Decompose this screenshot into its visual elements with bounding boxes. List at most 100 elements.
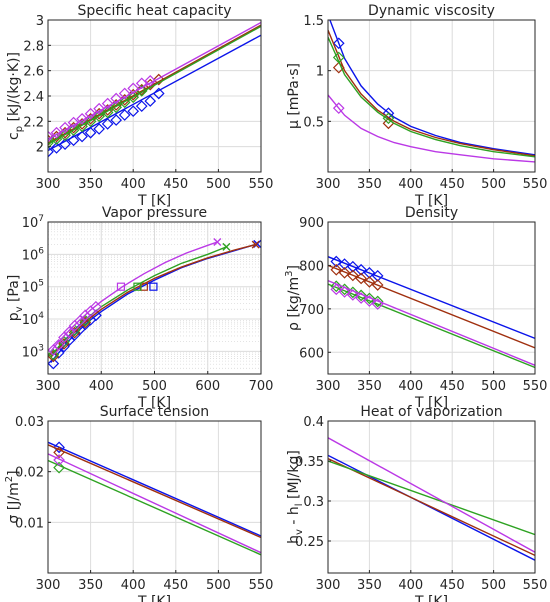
series-line-green xyxy=(48,25,261,145)
critical-point-marker xyxy=(213,238,222,247)
y-tick-label: 2.2 xyxy=(23,115,44,130)
plot-area xyxy=(328,20,535,172)
data-point-diamond xyxy=(355,292,367,304)
data-point-diamond xyxy=(48,130,54,143)
chart-panel-3: 300 400 500 600 700 103 104 105 106 107 Vapor pres… xyxy=(6,205,273,411)
data-point-diamond xyxy=(355,289,367,302)
y-tick-label: 0.4 xyxy=(303,415,324,430)
data-point-diamond xyxy=(84,107,97,120)
data-point-diamond xyxy=(118,96,131,109)
series-blue xyxy=(328,255,535,340)
data-point-diamond xyxy=(76,130,88,143)
x-tick-label: 500 xyxy=(206,578,231,593)
y-tick-label: 0.5 xyxy=(303,115,324,130)
x-axis-label: T [K] xyxy=(137,594,171,602)
data-point-diamond xyxy=(135,100,148,112)
x-tick-label: 300 xyxy=(36,177,61,192)
data-point-diamond xyxy=(110,92,123,105)
y-tick-label: 0.25 xyxy=(295,535,324,550)
series-purple xyxy=(48,238,222,356)
data-point-diamond xyxy=(346,269,359,282)
y-axis-label: cp [kJ/(kg·K)] xyxy=(6,52,25,140)
data-point-diamond xyxy=(346,286,359,299)
data-point-square xyxy=(133,282,142,291)
series-purple xyxy=(328,94,535,163)
data-point-diamond xyxy=(48,137,54,149)
x-tick-label: 450 xyxy=(440,379,465,394)
data-point-diamond xyxy=(332,51,345,64)
series-line-red xyxy=(328,29,535,157)
critical-point-marker xyxy=(222,242,231,251)
x-tick-label: 700 xyxy=(249,379,274,394)
series-line-red xyxy=(48,444,261,539)
data-point-diamond xyxy=(152,87,165,100)
x-tick-label: 350 xyxy=(78,177,103,192)
data-point-diamond xyxy=(338,258,351,270)
data-point-diamond xyxy=(48,348,60,361)
data-point-diamond xyxy=(330,255,343,268)
data-point-diamond xyxy=(135,77,148,90)
series-red xyxy=(328,457,535,557)
chart-panel-6: 300 350 400 450 500 550 0.25 0.3 0.35 0.4 Heat of … xyxy=(286,404,547,602)
x-tick-label: 500 xyxy=(206,177,231,192)
data-point-diamond xyxy=(330,283,343,296)
data-point-square xyxy=(116,282,126,291)
data-point-diamond xyxy=(48,357,60,370)
data-point-diamond xyxy=(144,95,157,107)
data-point-diamond xyxy=(101,106,114,119)
data-point-diamond xyxy=(332,61,345,74)
data-point-diamond xyxy=(118,109,131,121)
y-axis-label: μ [mPa·s] xyxy=(286,63,302,129)
series-green xyxy=(328,460,535,536)
data-point-diamond xyxy=(371,270,384,282)
data-point-diamond xyxy=(93,123,105,135)
y-axis-label: hv - hl [MJ/kg] xyxy=(286,450,305,544)
x-tick-label: 450 xyxy=(440,578,465,593)
data-point-diamond xyxy=(144,74,157,87)
chart-title: Density xyxy=(405,205,458,221)
data-point-diamond xyxy=(127,82,140,95)
y-tick-label: 600 xyxy=(299,346,324,361)
chart-panel-5: 300 350 400 450 500 550 0.01 0.02 0.03 Surface te… xyxy=(4,404,273,602)
data-point-diamond xyxy=(84,126,97,139)
data-point-diamond xyxy=(371,298,384,310)
data-point-diamond xyxy=(338,266,351,279)
data-point-diamond xyxy=(93,102,105,115)
data-point-diamond xyxy=(48,145,54,158)
series-line-green xyxy=(328,460,535,536)
x-tick-label: 350 xyxy=(78,578,103,593)
x-tick-label: 500 xyxy=(481,177,506,192)
series-line-blue xyxy=(48,441,261,537)
y-axis-label: σ [J/m2] xyxy=(4,470,22,523)
x-tick-label: 300 xyxy=(36,578,61,593)
series-line-purple xyxy=(328,94,535,163)
data-point-diamond xyxy=(363,295,376,307)
series-blue xyxy=(48,34,261,158)
data-point-diamond xyxy=(152,73,165,86)
data-point-diamond xyxy=(52,338,65,351)
chart-title: Heat of vaporization xyxy=(360,404,502,420)
data-point-diamond xyxy=(67,116,80,129)
data-point-diamond xyxy=(355,272,367,285)
data-point-diamond xyxy=(76,112,88,125)
data-point-diamond xyxy=(50,133,63,145)
x-tick-label: 350 xyxy=(357,177,382,192)
x-tick-label: 550 xyxy=(249,177,274,192)
data-point-diamond xyxy=(63,326,76,338)
series-line-blue xyxy=(329,20,535,156)
x-tick-label: 550 xyxy=(523,578,548,593)
x-tick-label: 400 xyxy=(398,578,423,593)
x-tick-label: 500 xyxy=(481,578,506,593)
axes-frame xyxy=(327,221,536,375)
x-tick-label: 400 xyxy=(121,578,146,593)
data-point-diamond xyxy=(338,286,351,298)
data-point-diamond xyxy=(127,91,140,104)
y-tick-label: 1.5 xyxy=(303,14,324,29)
x-axis-label: T [K] xyxy=(137,193,171,209)
data-point-diamond xyxy=(382,112,395,125)
y-tick-label: 1 xyxy=(316,65,324,80)
x-tick-label: 350 xyxy=(357,578,382,593)
x-axis-label: T [K] xyxy=(137,395,171,411)
data-point-diamond xyxy=(68,326,81,339)
